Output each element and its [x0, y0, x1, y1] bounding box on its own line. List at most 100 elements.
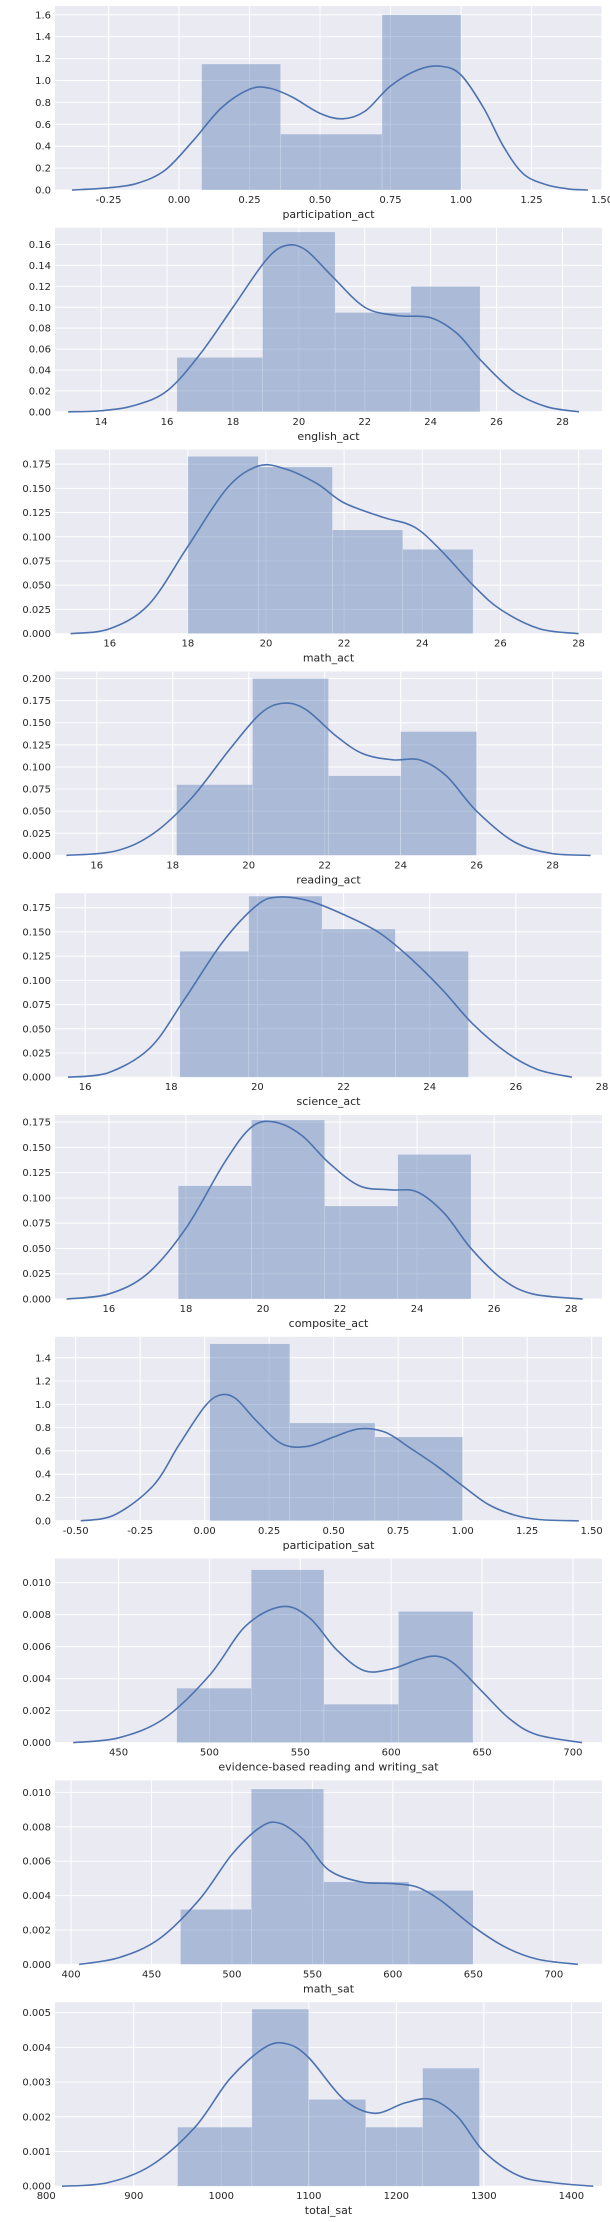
plot-area [55, 449, 602, 634]
x-tick-label: 26 [470, 860, 483, 871]
y-tick-label: 0.125 [22, 508, 51, 519]
y-tick-label: 0.08 [29, 324, 51, 335]
y-tick-label: 0.10 [29, 303, 51, 314]
histogram-bar [176, 357, 263, 413]
x-axis-label: evidence-based reading and writing_sat [218, 1761, 439, 1774]
y-tick-label: 0.000 [22, 1738, 51, 1749]
y-tick-label: 0.075 [22, 556, 51, 567]
y-tick-label: 0.001 [22, 2147, 51, 2158]
y-tick-label: 0.050 [22, 1024, 51, 1035]
y-tick-label: 0.8 [35, 98, 51, 109]
y-tick-label: 0.000 [22, 1295, 51, 1306]
x-tick-label: 1.50 [581, 1526, 603, 1537]
plot-area [55, 227, 602, 412]
x-tick-label: 20 [257, 1304, 270, 1315]
y-tick-label: 0.16 [29, 240, 51, 251]
histogram-bar [402, 549, 474, 634]
kde-line [66, 702, 591, 857]
y-tick-label: 1.2 [35, 54, 51, 65]
kde-line [66, 1120, 583, 1300]
x-tick-label: 22 [337, 1082, 350, 1093]
x-tick-label: 0.25 [258, 1526, 280, 1537]
histogram-5: 16 18 20 22 24 26 28 0.000 0.025 0.050 0.075 0.100 0… [22, 893, 608, 1108]
y-tick-label: 0.175 [22, 903, 51, 914]
kde-line [70, 463, 579, 635]
x-tick-label: 450 [142, 1969, 161, 1980]
x-axis-label: english_act [297, 430, 360, 443]
x-tick-label: 24 [416, 639, 429, 650]
y-tick-label: 0.100 [22, 1193, 51, 1204]
plot-area [55, 1780, 602, 1965]
y-tick-label: 0.0 [35, 1516, 51, 1527]
plot-area [55, 893, 602, 1078]
y-tick-label: 0.175 [22, 460, 51, 471]
x-tick-label: 0.75 [387, 1526, 409, 1537]
histogram-bar [328, 775, 401, 856]
histogram-1: -0.25 0.00 0.25 0.50 0.75 1.00 1.25 1.50 0.0 0.2 0… [35, 6, 610, 221]
y-tick-label: 0.175 [22, 1118, 51, 1129]
y-tick-label: 1.4 [35, 32, 51, 43]
histogram-2: 14 16 18 20 22 24 26 28 0.00 0.02 0.04 0.06 0.08 0.10… [29, 227, 602, 443]
x-tick-label: 18 [181, 639, 194, 650]
x-tick-label: 18 [180, 1304, 193, 1315]
histogram-bar [400, 731, 477, 856]
y-tick-label: 0.000 [22, 2182, 51, 2193]
y-tick-label: 0.150 [22, 718, 51, 729]
histogram-bar [209, 1343, 291, 1522]
x-tick-label: 1.00 [450, 195, 472, 206]
y-tick-label: 0.100 [22, 762, 51, 773]
histogram-bar [410, 286, 481, 413]
x-tick-label: 28 [556, 417, 569, 428]
y-tick-label: 1.4 [35, 1353, 51, 1364]
y-tick-label: 0.050 [22, 581, 51, 592]
x-tick-label: 20 [242, 860, 255, 871]
x-tick-label: 1200 [384, 2191, 409, 2202]
x-tick-label: 550 [291, 1748, 310, 1759]
y-tick-label: 1.6 [35, 10, 51, 21]
x-tick-label: 22 [358, 417, 371, 428]
x-tick-label: 1400 [559, 2191, 584, 2202]
y-tick-label: 0.200 [22, 674, 51, 685]
y-tick-label: 0.025 [22, 605, 51, 616]
histogram-bar [323, 1703, 399, 1743]
histogram-bar [334, 312, 412, 413]
kde-line [71, 65, 588, 191]
histogram-8: 450 500 550 600 650 700 0.000 0.002 0.004 0.006 0.… [22, 1558, 602, 1774]
y-tick-label: 0.6 [35, 120, 51, 131]
x-tick-label: 24 [394, 860, 407, 871]
x-tick-label: 16 [103, 1304, 116, 1315]
histogram-9: 400 450 500 550 600 650 700 0.000 0.002 0.004 0.00… [22, 1780, 602, 1995]
x-tick-label: -0.25 [127, 1526, 153, 1537]
x-tick-label: 18 [166, 860, 179, 871]
x-tick-label: 600 [382, 1748, 401, 1759]
histogram-bar [262, 231, 336, 413]
kde-line [61, 2041, 594, 2187]
histogram-bar [187, 456, 259, 634]
histogram-bar [395, 951, 469, 1078]
plot-area [55, 1336, 602, 1521]
histogram-bar [321, 928, 396, 1078]
y-tick-label: 0.125 [22, 740, 51, 751]
y-tick-label: 0.175 [22, 696, 51, 707]
histogram-bar [180, 1909, 252, 1965]
x-tick-label: 16 [90, 860, 103, 871]
x-tick-label: 0.25 [238, 195, 260, 206]
y-tick-label: 1.0 [35, 1400, 51, 1411]
x-tick-label: 400 [62, 1969, 81, 1980]
histogram-3: 16 18 20 22 24 26 28 0.000 0.025 0.050 0.075 0.100 0… [22, 449, 602, 665]
histogram-bar [176, 1687, 252, 1743]
y-tick-label: 0.100 [22, 976, 51, 987]
histogram-bar [248, 895, 323, 1078]
y-tick-label: 0.4 [35, 1470, 51, 1481]
y-tick-label: 0.006 [22, 1642, 51, 1653]
x-tick-label: 18 [165, 1082, 178, 1093]
y-tick-label: 0.000 [22, 629, 51, 640]
x-tick-label: 550 [303, 1969, 322, 1980]
y-tick-label: 0.005 [22, 2008, 51, 2019]
x-tick-label: 700 [544, 1969, 563, 1980]
x-axis-label: science_act [297, 1095, 362, 1108]
y-tick-label: 0.006 [22, 1857, 51, 1868]
histogram-bar [422, 2067, 480, 2187]
histogram-bar [332, 529, 403, 634]
